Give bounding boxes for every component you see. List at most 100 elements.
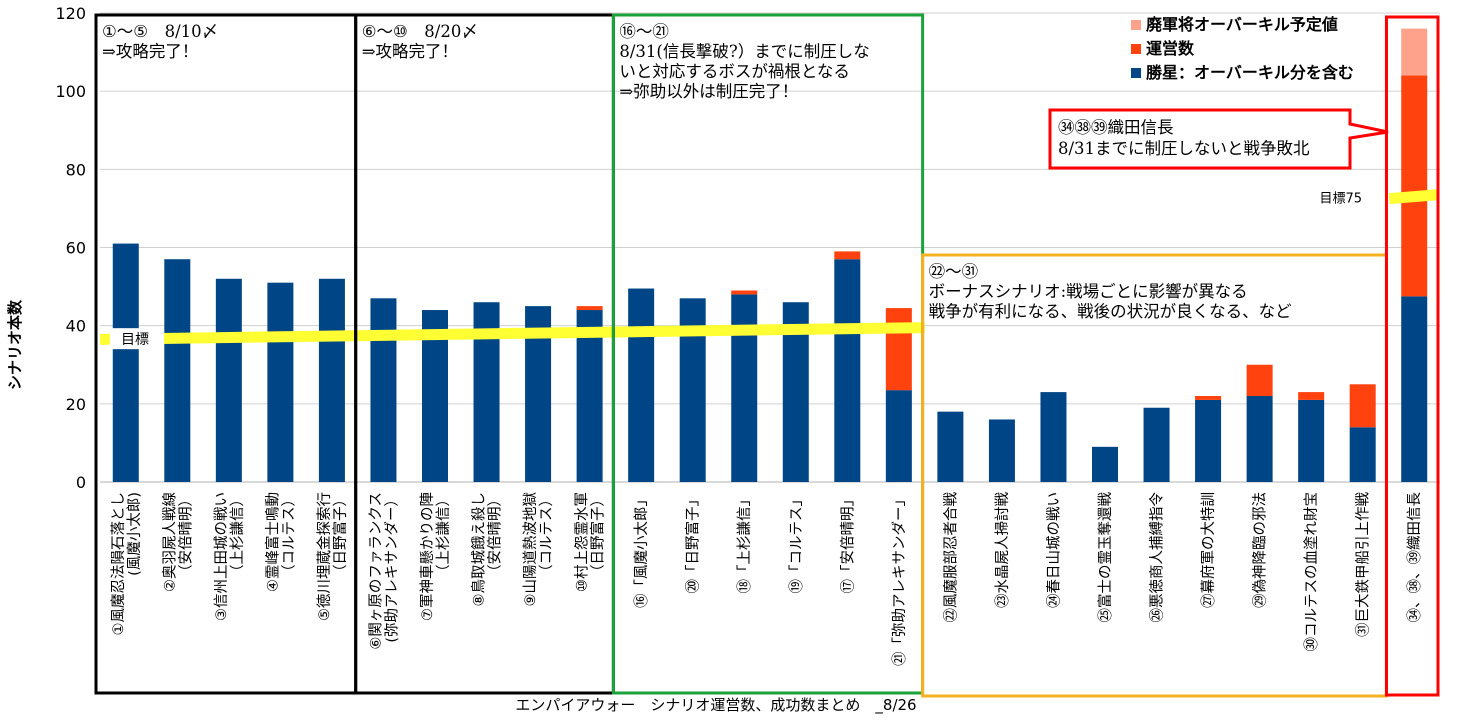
x-category-line: (弥助アレキサンダー） [382,492,400,643]
oda-callout: ㉞㊳㊴織田信長 8/31までに制圧しないと戦争敗北 [1048,108,1389,170]
x-category-line: ㉛巨大鉄甲船引上作戦 [1355,492,1372,637]
x-category-line: （コルテス） [280,492,297,579]
x-category-label: ③信州上田城の戦い （上杉謙信） [213,492,246,621]
bar-segment-wins [1092,446,1118,482]
x-category-label: ㉛巨大鉄甲船引上作戦 [1355,492,1372,637]
y-tick-label: 40 [66,317,86,336]
callout-text: ㉞㊳㊴織田信長 [1058,118,1174,137]
x-category-line: ②奥羽屍人戦線 [161,492,178,592]
y-tick-label: 100 [55,82,86,101]
target-75-label: 目標75 [1319,192,1362,207]
bar-segment-operations [1246,364,1273,397]
bar-segment-operations [1298,392,1325,400]
x-category-line: ㉗幕府軍の大特訓 [1200,492,1217,608]
x-category-label: ㉞、㊳、㊴織田信長 [1406,492,1423,623]
y-axis-title: シナリオ本数 [6,299,24,390]
x-category-line: ⑧鳥取城餓え殺し [471,492,488,607]
y-tick-label: 20 [66,395,86,414]
group-annotation: ⇒攻略完了！ [102,42,198,61]
bar-segment-wins [885,390,912,482]
x-category-line: ㉙偽神降臨の邪法 [1252,492,1269,608]
group-boxes: ①～⑤ 8/10〆⇒攻略完了！⑥～⑩ 8/20〆⇒攻略完了！⑯～㉑8/31(信長… [94,13,1440,698]
target-line-mark [99,322,925,345]
callout-box [1048,108,1389,170]
x-category-label: ㉓水晶屍人掃討戦 [993,492,1011,608]
group-annotation: ⇒弥助以外は制圧完了！ [619,82,798,101]
x-axis-category-labels: ①風魔忍法隕石落とし (風魔小太郎) ②奥羽屍人戦線 （安倍晴明） ③信州上田城の戦い（… [110,492,1423,666]
legend-label: 廃軍将オーバーキル予定値 [1146,15,1338,34]
bar-segment-wins [1143,407,1170,482]
x-category-line: ③信州上田城の戦い [213,492,230,621]
x-category-line: （上杉謙信） [435,492,452,579]
x-category-label: ⑥関ヶ原のファランクス (弥助アレキサンダー） [367,492,400,650]
x-category-line: ①風魔忍法隕石落とし [110,492,127,636]
bar-segment-wins [215,278,242,482]
x-category-line: （コルテス） [538,492,555,579]
x-category-line: ㉑「弥助アレキサンダー」 [890,492,908,666]
bar-segment-wins [164,259,191,482]
target-label-box [110,328,164,350]
x-category-line: ㉒風魔服部忍者合戦 [942,492,959,623]
x-category-line: ㉖悪徳商人捕縛指令 [1148,492,1166,623]
x-category-line: ⑨山陽道熱波地獄 [522,492,539,607]
x-category-line: ⑲「コルテス」 [788,492,805,594]
y-tick-label: 0 [76,473,86,492]
bar-segment-wins [267,282,294,482]
bar-segment-wins [628,288,655,482]
bar-segment-operations [1195,396,1222,400]
x-category-line: ⑳「日野富子」 [684,492,702,594]
y-tick-label: 60 [66,239,86,258]
x-category-label: ⑰「安倍晴明」 [839,492,856,594]
target-label: 目標 [121,332,149,348]
bar-segment-wins [112,243,139,482]
x-axis-title: エンパイアウォー シナリオ運営数、成功数まとめ _8/26 [515,696,916,715]
x-category-label: ⑩村上怨霊水軍 （日野富子） [574,492,607,592]
callout-text: 8/31までに制圧しないと戦争敗北 [1058,139,1310,158]
bar-segment-operations [885,308,912,391]
x-category-label: ⑦軍神車懸かりの陣 （上杉謙信） [419,492,452,621]
x-category-line: （日野富子） [331,492,349,579]
x-category-label: ㉚コルテスの血塗れ財宝 [1302,492,1320,652]
x-category-label: ㉖悪徳商人捕縛指令 [1148,492,1166,623]
x-category-line: ⑥関ヶ原のファランクス [367,492,384,650]
x-category-line: ⑯「風魔小太郎」 [633,492,650,608]
x-category-line: ⑱「上杉謙信」 [736,492,753,594]
x-category-line: ㉔春日山城の戦い [1045,492,1062,608]
bar-segment-wins [1349,427,1376,482]
y-tick-label: 80 [66,160,86,179]
x-category-label: ④霊峰富士鳴動 （コルテス） [263,492,297,592]
x-category-label: ㉙偽神降臨の邪法 [1252,492,1269,608]
bar-segment-wins [1298,399,1325,482]
x-category-label: ⑳「日野富子」 [684,492,702,594]
group-annotation: 8/31(信長撃破?）までに制圧しな [619,42,869,61]
x-category-label: ⑧鳥取城餓え殺し （安倍晴明） [471,492,504,607]
bar-segment-wins [988,419,1015,482]
bar-segment-wins [318,278,345,482]
group-annotation: ㉒～㉛ [929,262,979,281]
target-line: 目標 目標75 [99,189,1438,350]
x-category-label: ⑨山陽道熱波地獄 （コルテス） [522,492,555,607]
x-category-label: ㉕富士の霊玉奪還戦 [1096,492,1114,623]
group-annotation: ボーナスシナリオ:戦場ごとに影響が異なる [929,282,1248,301]
x-category-line: (風魔小太郎) [126,492,143,576]
target-75-mark [1388,189,1438,205]
bar-segment-wins [576,310,603,482]
x-category-label: ⑤徳川埋蔵金探索行 （日野富子） [316,492,349,621]
bar-segment-wins [1246,396,1273,482]
bar-segment-operations [834,251,861,260]
group-annotation: 戦争が有利になる、戦後の状況が良くなる、など [929,302,1293,321]
x-category-label: ⑯「風魔小太郎」 [633,492,650,608]
x-category-line: （安倍晴明） [487,492,504,579]
legend-label: 運営数 [1146,39,1195,58]
bar-segment-overkill [1401,28,1428,76]
x-category-label: ⑲「コルテス」 [788,492,805,594]
y-axis-ticks: 0 20 40 60 80 100 120 [55,4,86,492]
x-category-label: ②奥羽屍人戦線 （安倍晴明） [161,492,194,592]
x-category-line: ④霊峰富士鳴動 [263,492,281,592]
group-box [1384,15,1440,697]
bar-segment-wins [1195,399,1222,482]
x-category-label: ①風魔忍法隕石落とし (風魔小太郎) [110,492,143,636]
bar-segment-wins [937,411,964,482]
